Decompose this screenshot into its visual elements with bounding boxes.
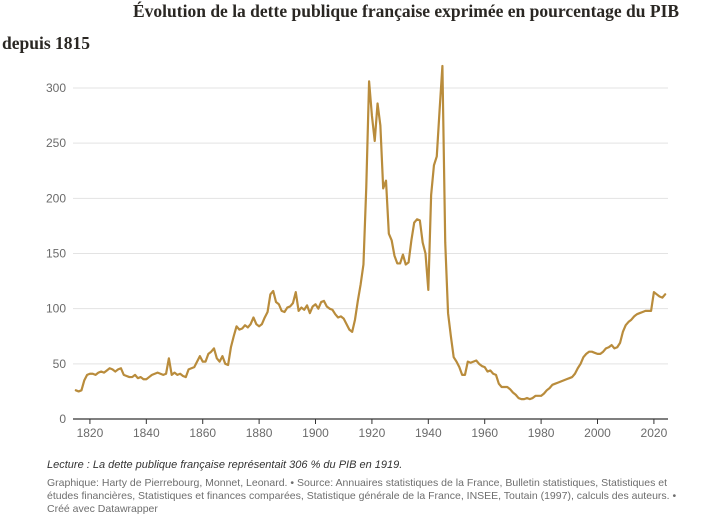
y-tick-label-200: 200: [46, 191, 66, 205]
y-tick-label-50: 50: [53, 357, 67, 371]
series-line-debt-ratio: [74, 64, 667, 401]
y-tick-label-250: 250: [46, 136, 66, 150]
x-tick-label-1980: 1980: [528, 426, 555, 440]
chart-title-line-1: Évolution de la dette publique française…: [133, 1, 680, 21]
series-layer: [74, 64, 667, 401]
y-tick-label-150: 150: [46, 247, 66, 261]
x-tick-label-1860: 1860: [189, 426, 216, 440]
reading-note: Lecture : La dette publique française re…: [47, 459, 403, 471]
x-tick-label-2000: 2000: [584, 426, 611, 440]
chart-title: Évolution de la dette publique française…: [0, 0, 727, 60]
x-tick-label-2020: 2020: [641, 426, 668, 440]
x-tick-label-1840: 1840: [133, 426, 160, 440]
gridlines: [73, 87, 668, 365]
y-tick-label-100: 100: [46, 302, 66, 316]
x-tick-label-1900: 1900: [302, 426, 329, 440]
chart-title-line-2: depuis 1815: [2, 33, 91, 53]
y-tick-label-300: 300: [46, 81, 66, 95]
x-tick-label-1940: 1940: [415, 426, 442, 440]
y-tick-label-0: 0: [59, 412, 66, 426]
x-tick-label-1880: 1880: [246, 426, 273, 440]
x-tick-label-1920: 1920: [359, 426, 386, 440]
x-axis: 1820 1840 1860 1880 1900 1920 1940 1960 1980 2000…: [73, 418, 668, 440]
x-tick-label-1820: 1820: [77, 426, 104, 440]
y-axis-tick-labels: 0 50 100 150 200 250 300: [46, 81, 66, 426]
x-tick-label-1960: 1960: [471, 426, 498, 440]
source-credit: Graphique: Harty de Pierrebourg, Monnet,…: [47, 477, 677, 515]
